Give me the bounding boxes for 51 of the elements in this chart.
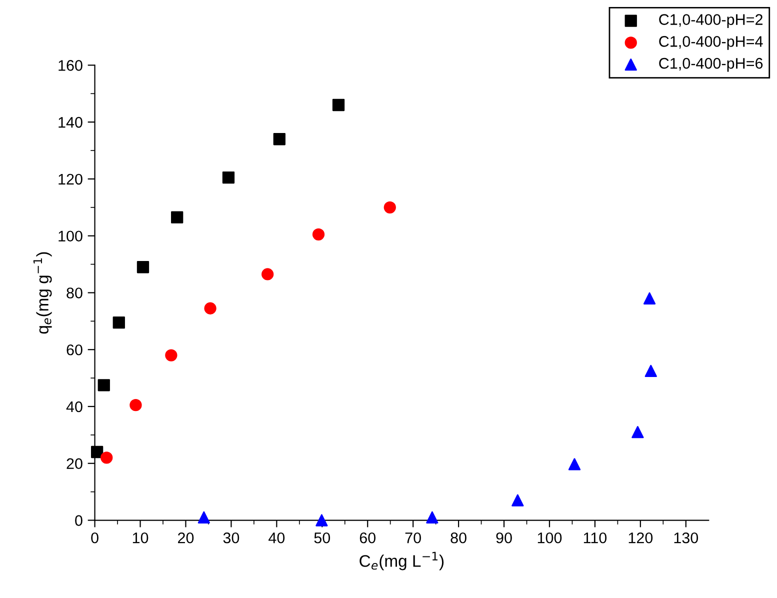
y-tick-label: 40 (66, 401, 82, 412)
point (130, 398, 142, 412)
x-tick-label: 10 (132, 532, 148, 544)
point (316, 514, 328, 526)
point (100, 452, 113, 464)
point (426, 511, 438, 524)
point (222, 171, 235, 184)
legend-label: C1,0-400-pH=2 (659, 14, 762, 28)
point (568, 458, 581, 470)
x-tick-label: 40 (268, 532, 285, 544)
point (273, 133, 286, 146)
point (136, 261, 150, 274)
point (262, 268, 274, 280)
y-tick-label: 120 (58, 174, 82, 185)
point (643, 292, 656, 304)
x-tick-label: 60 (360, 532, 376, 544)
x-tick-label: 70 (405, 532, 421, 544)
x-tick-label: 80 (450, 532, 466, 544)
x-tick-label: 0 (91, 532, 98, 544)
point (312, 228, 325, 240)
point (512, 494, 524, 506)
x-tick-label: 90 (496, 532, 512, 544)
y-tick-label: 100 (58, 230, 82, 242)
y-axis-title: q$_{e}$(mg g$^{−1}$) (33, 252, 52, 334)
point (90, 446, 104, 458)
point (112, 316, 125, 329)
point (632, 426, 644, 438)
y-tick-label: 160 (58, 60, 82, 71)
y-tick-label: 80 (66, 288, 82, 298)
point (644, 364, 657, 378)
point (98, 379, 110, 392)
y-tick-label: 0 (75, 515, 82, 526)
x-tick-label: 30 (223, 532, 240, 544)
point (171, 211, 184, 224)
x-tick-label: 130 (674, 532, 698, 544)
x-tick-label: 20 (178, 532, 194, 544)
x-tick-label: 100 (538, 532, 562, 544)
x-tick-label: 50 (314, 532, 330, 544)
point (384, 201, 396, 214)
point (332, 98, 345, 112)
point (165, 349, 178, 362)
x-axis-title: C$_{e}$(mg L$^{−1}$) (360, 552, 444, 570)
legend-label: C1,0-400-pH=4 (659, 36, 763, 50)
point (198, 511, 210, 524)
point (204, 302, 216, 314)
legend-label: C1,0-400-pH=6 (659, 58, 763, 72)
x-tick-label: 120 (628, 532, 653, 544)
y-tick-label: 60 (66, 344, 82, 356)
y-tick-label: 20 (66, 458, 82, 470)
x-tick-label: 110 (584, 532, 607, 544)
y-tick-label: 140 (58, 116, 82, 128)
